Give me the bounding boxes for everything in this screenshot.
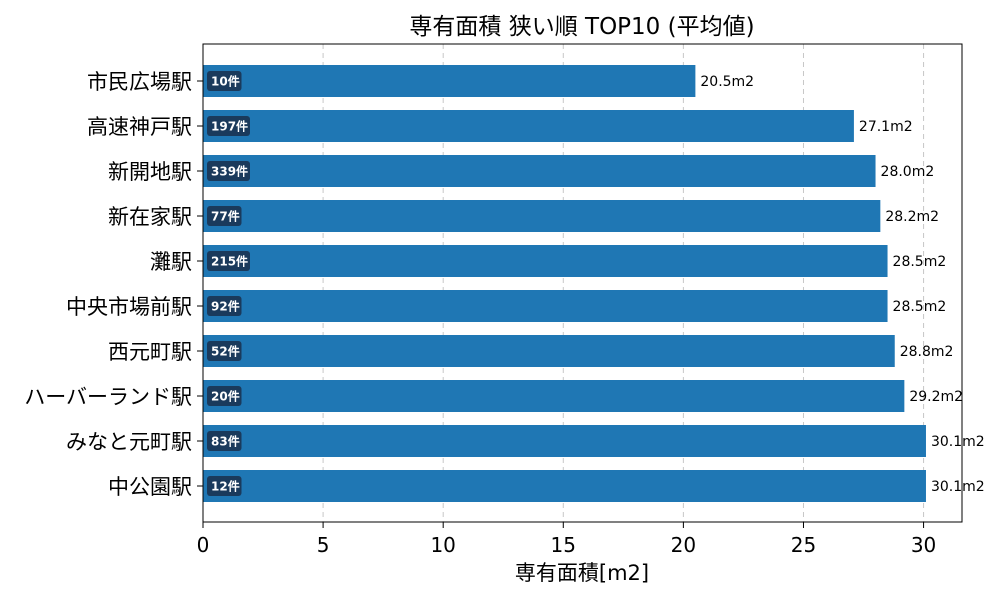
value-label: 30.1m2 [931,434,985,450]
value-label: 28.0m2 [881,164,935,180]
x-tick-label: 0 [197,533,210,557]
chart-title: 専有面積 狭い順 TOP10 (平均値) [409,14,754,40]
count-label: 83件 [211,434,240,449]
bar [203,425,926,457]
value-label: 20.5m2 [700,74,754,90]
value-label: 28.5m2 [893,254,947,270]
y-tick-label: みなと元町駅 [66,430,192,454]
count-label: 215件 [211,254,248,269]
x-tick-label: 25 [791,533,816,557]
count-badge [207,296,242,316]
x-tick-label: 20 [671,533,696,557]
value-label: 29.2m2 [909,389,963,405]
bar [203,110,854,142]
y-axis-ticks: 市民広場駅高速神戸駅新開地駅新在家駅灘駅中央市場前駅西元町駅ハーバーランド駅みな… [24,70,203,499]
bar [203,380,905,412]
bar [203,245,888,277]
count-label: 52件 [211,344,240,359]
y-tick-label: ハーバーランド駅 [24,385,192,409]
bar [203,200,881,232]
plot-frame [202,43,963,523]
count-label: 92件 [211,299,240,314]
y-tick-label: 高速神戸駅 [87,115,192,139]
count-badge [207,431,242,451]
count-label: 12件 [211,479,240,494]
x-tick-label: 15 [551,533,576,557]
y-tick-label: 西元町駅 [108,340,192,364]
count-label: 197件 [211,119,248,134]
x-axis-label: 専有面積[m2] [515,561,649,585]
value-label: 28.5m2 [893,299,947,315]
value-label: 28.2m2 [885,209,939,225]
count-badge [207,161,250,181]
count-badge [207,71,242,91]
value-label: 27.1m2 [859,119,913,135]
bar [203,155,876,187]
bar [203,290,888,322]
y-tick-label: 中央市場前駅 [66,295,192,319]
count-badge [207,251,250,271]
x-tick-label: 10 [430,533,455,557]
bar [203,65,696,97]
count-label: 339件 [211,164,248,179]
x-tick-label: 30 [911,533,936,557]
x-tick-label: 5 [317,533,330,557]
x-axis-ticks: 0 5 10 15 20 25 30 [197,522,936,557]
value-label: 30.1m2 [931,479,985,495]
y-tick-label: 市民広場駅 [87,70,192,94]
bar [203,470,926,502]
count-badge [207,206,242,226]
count-label: 10件 [211,74,240,89]
value-label: 28.8m2 [900,344,954,360]
count-badge [207,341,242,361]
y-tick-label: 中公園駅 [108,475,192,499]
bar-layer: 10件 20.5m2 197件 27.1m2 339件 28.0m2 77件 28.2m2 21… [203,65,985,502]
count-badge [207,386,242,406]
y-tick-label: 新開地駅 [108,160,192,184]
count-badge [207,116,250,136]
y-tick-label: 灘駅 [150,250,192,274]
count-badge [207,476,242,496]
count-label: 20件 [211,389,240,404]
count-label: 77件 [211,209,240,224]
bar [203,335,895,367]
y-tick-label: 新在家駅 [108,205,192,229]
